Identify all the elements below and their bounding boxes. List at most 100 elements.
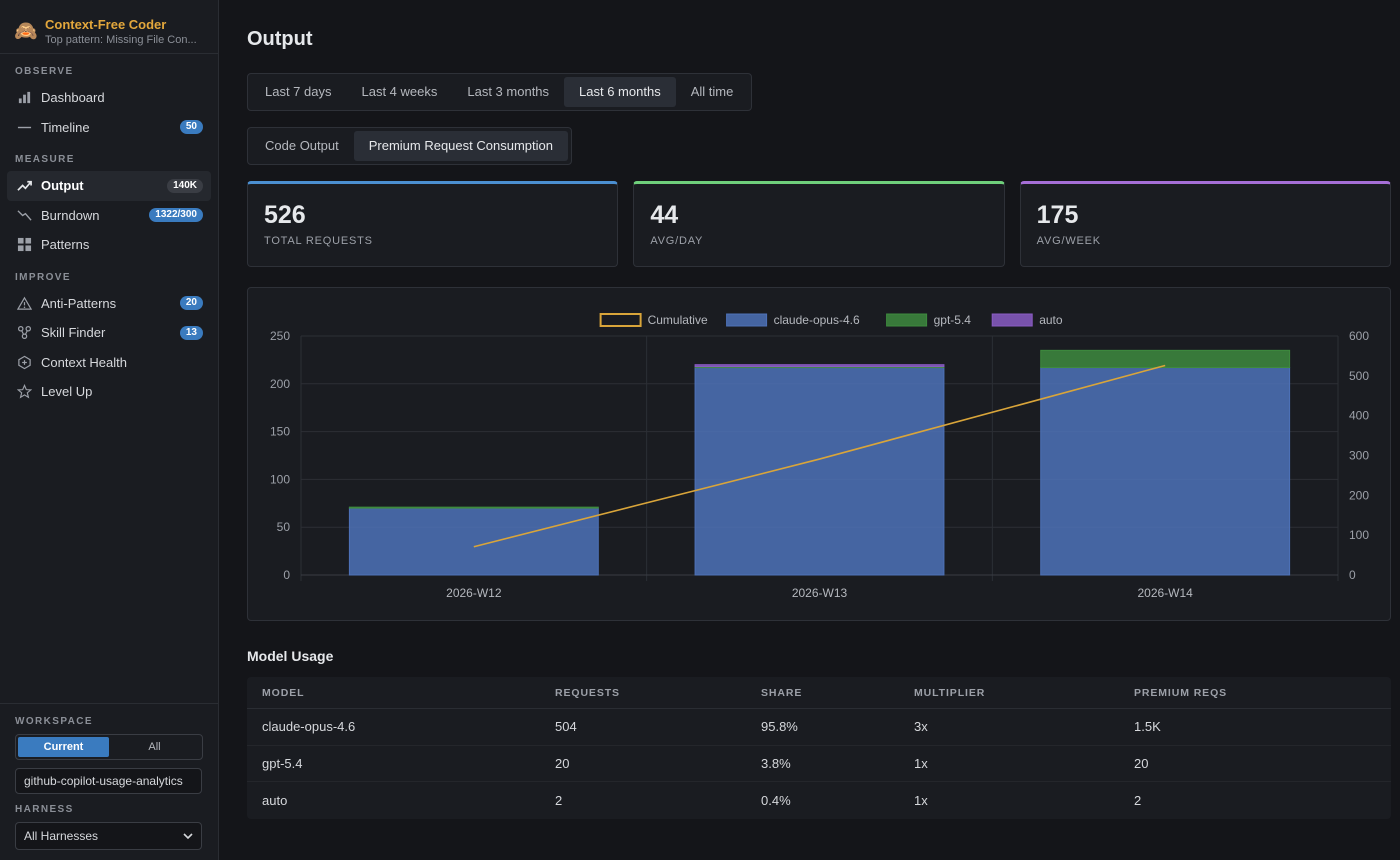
nav-improve: IMPROVE Anti-Patterns 20 Skill Finder 13… — [0, 260, 218, 407]
bar-claude-opus-4.6 — [1040, 367, 1291, 576]
cell-multiplier: 1x — [914, 792, 928, 808]
kpi-card-avg-day: 44 AVG/DAY — [633, 181, 1005, 267]
tab-last-6-months[interactable]: Last 6 months — [564, 77, 676, 107]
star-icon — [15, 383, 33, 401]
y-tick-label-right: 100 — [1349, 528, 1369, 542]
bar-gpt-5.4 — [1040, 349, 1291, 369]
sidebar-item-burndown[interactable]: Burndown 1322/300 — [7, 201, 211, 231]
kpi-value: 44 — [650, 201, 679, 229]
bar-chart-icon — [15, 89, 33, 107]
tab-last-3-months[interactable]: Last 3 months — [467, 84, 550, 99]
y-tick-label-right: 200 — [1349, 488, 1369, 502]
legend-swatch — [991, 313, 1033, 327]
tab-last-4-weeks[interactable]: Last 4 weeks — [361, 84, 438, 99]
cell-share: 95.8% — [761, 719, 798, 735]
line-dash-icon — [15, 118, 33, 136]
sidebar-item-output[interactable]: Output 140K — [7, 171, 211, 201]
table-row: claude-opus-4.6 504 95.8% 3x 1.5K — [247, 709, 1391, 746]
table-header: MODEL REQUESTS SHARE MULTIPLIER PREMIUM … — [247, 677, 1391, 709]
legend-swatch — [599, 313, 642, 327]
count-badge: 20 — [179, 296, 203, 311]
sidebar-item-label: Anti-Patterns — [41, 295, 117, 311]
kpi-card-avg-week: 175 AVG/WEEK — [1019, 181, 1391, 267]
sidebar-item-skill-finder[interactable]: Skill Finder 13 — [7, 318, 211, 348]
sidebar-item-anti-patterns[interactable]: Anti-Patterns 20 — [7, 289, 211, 319]
count-badge: 13 — [179, 325, 203, 340]
sidebar-item-context-health[interactable]: Context Health — [7, 348, 211, 378]
y-tick-label-right: 0 — [1349, 568, 1356, 582]
cell-share: 3.8% — [761, 755, 791, 771]
sidebar: 🙈 Context-Free Coder Top pattern: Missin… — [0, 0, 219, 860]
trend-up-icon — [15, 177, 33, 195]
legend-swatch — [726, 313, 768, 327]
workspace-current-button[interactable]: Current — [18, 737, 109, 757]
sidebar-item-patterns[interactable]: Patterns — [7, 230, 211, 260]
column-header-model[interactable]: MODEL — [262, 686, 305, 699]
chevron-down-icon — [183, 833, 193, 840]
cell-multiplier: 3x — [914, 719, 928, 735]
tab-all-time[interactable]: All time — [690, 84, 734, 99]
brand-name: Context-Free Coder — [45, 16, 167, 32]
sidebar-item-label: Level Up — [41, 384, 93, 400]
tab-code-output[interactable]: Code Output — [265, 138, 339, 153]
tab-last-7-days[interactable]: Last 7 days — [265, 84, 332, 99]
nav-section-label: OBSERVE — [15, 66, 74, 77]
time-range-tabs: Last 7 days Last 4 weeks Last 3 months L… — [247, 73, 753, 111]
brand-subtitle: Top pattern: Missing File Con... — [45, 33, 197, 46]
y-tick-label-right: 300 — [1349, 449, 1369, 463]
sidebar-item-label: Burndown — [41, 207, 100, 223]
health-hexagon-icon — [15, 353, 33, 371]
y-tick-label-left: 100 — [270, 472, 290, 486]
y-tick-label-left: 50 — [277, 520, 291, 534]
legend-swatch — [886, 313, 928, 327]
cell-requests: 2 — [555, 792, 563, 808]
model-usage-table: MODEL REQUESTS SHARE MULTIPLIER PREMIUM … — [247, 677, 1391, 819]
warning-icon — [15, 294, 33, 312]
column-header-premium-reqs[interactable]: PREMIUM REQS — [1134, 686, 1228, 699]
tab-premium-request-consumption[interactable]: Premium Request Consumption — [353, 131, 568, 161]
bar-claude-opus-4.6 — [694, 367, 945, 576]
y-tick-label-right: 500 — [1349, 369, 1369, 383]
harness-select[interactable]: All Harnesses — [15, 822, 202, 850]
column-header-requests[interactable]: REQUESTS — [555, 686, 620, 699]
kpi-label: AVG/WEEK — [1036, 235, 1101, 247]
brand[interactable]: 🙈 Context-Free Coder Top pattern: Missin… — [0, 0, 218, 54]
cell-requests: 504 — [555, 719, 577, 735]
workspace-all-button[interactable]: All — [148, 741, 161, 753]
kpi-row: 526 TOTAL REQUESTS 44 AVG/DAY 175 AVG/WE… — [247, 181, 1391, 267]
column-header-share[interactable]: SHARE — [761, 686, 803, 699]
cell-premium-reqs: 20 — [1134, 755, 1149, 771]
sidebar-item-label: Dashboard — [41, 90, 105, 106]
workspace-label: WORKSPACE — [15, 716, 93, 727]
y-tick-label-left: 0 — [283, 568, 290, 582]
sidebar-item-level-up[interactable]: Level Up — [7, 377, 211, 407]
workspace-input[interactable] — [15, 768, 202, 794]
cell-multiplier: 1x — [914, 755, 928, 771]
bar-auto — [694, 364, 945, 368]
nav-section-label: IMPROVE — [15, 271, 71, 283]
y-tick-label-left: 150 — [270, 425, 290, 439]
legend-label: Cumulative — [648, 313, 708, 327]
harness-label: HARNESS — [15, 804, 74, 815]
cell-premium-reqs: 2 — [1134, 792, 1142, 808]
kpi-value: 526 — [264, 201, 306, 229]
y-tick-label-right: 600 — [1349, 329, 1369, 343]
cell-model: auto — [262, 792, 288, 808]
kpi-card-total-requests: 526 TOTAL REQUESTS — [247, 181, 619, 267]
grid-icon — [15, 236, 33, 254]
cell-share: 0.4% — [761, 792, 791, 808]
network-icon — [15, 324, 33, 342]
cell-model: gpt-5.4 — [262, 755, 303, 771]
nav-section-label: MEASURE — [15, 154, 75, 165]
sidebar-item-timeline[interactable]: Timeline 50 — [7, 113, 211, 143]
monkey-face-icon: 🙈 — [14, 20, 38, 42]
kpi-label: AVG/DAY — [650, 235, 704, 247]
sidebar-item-label: Timeline — [41, 119, 90, 135]
y-tick-label-left: 200 — [270, 377, 290, 391]
sidebar-item-dashboard[interactable]: Dashboard — [7, 83, 211, 113]
column-header-multiplier[interactable]: MULTIPLIER — [914, 686, 986, 699]
table-row: gpt-5.4 20 3.8% 1x 20 — [247, 746, 1391, 782]
trend-down-icon — [15, 206, 33, 224]
bar-claude-opus-4.6 — [348, 507, 599, 576]
sidebar-item-label: Output — [41, 178, 84, 194]
